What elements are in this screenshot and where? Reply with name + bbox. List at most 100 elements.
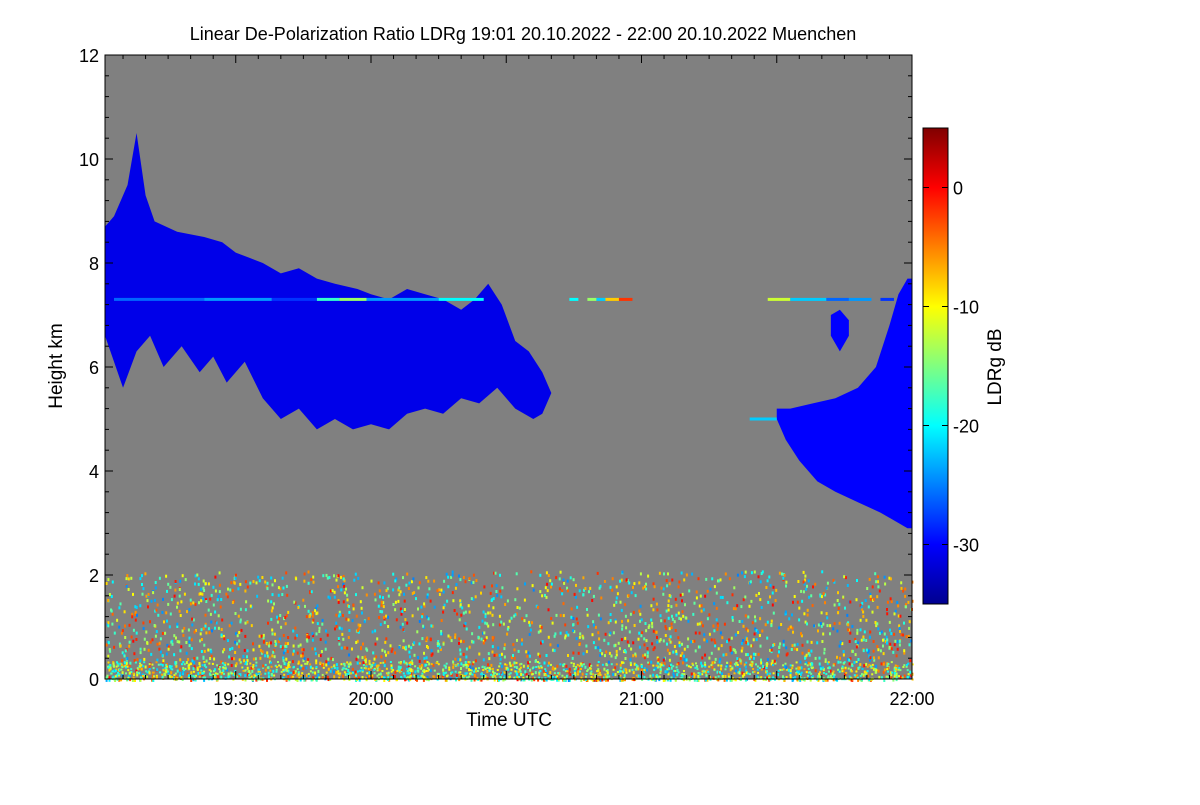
bl-speck [717,664,720,667]
bl-speck [121,666,124,668]
bl-speck [553,649,556,653]
bl-speck [733,672,736,675]
bl-speck [513,614,516,618]
bl-speck [629,612,632,616]
bl-speck [827,676,830,679]
bl-speck [886,668,889,671]
bl-speck [452,599,455,603]
bl-speck [318,654,321,658]
bl-speck [614,620,617,624]
bl-speck [284,662,287,666]
bl-speck [492,671,495,673]
bl-speck [379,662,382,664]
bl-speck [384,650,386,654]
bl-speck [297,662,300,665]
bl-speck [255,581,258,585]
bl-speck [426,669,429,672]
bl-speck [406,621,409,625]
bl-speck [765,678,768,681]
bl-speck [669,678,672,682]
bl-speck [239,582,242,586]
bl-speck [253,676,255,679]
bl-speck [421,674,424,678]
bl-speck [838,644,841,648]
bl-speck [311,614,314,618]
bl-speck [645,582,647,586]
bl-speck [575,617,578,621]
bl-speck [808,595,811,599]
bl-speck [417,675,420,678]
bl-speck [213,668,216,672]
bl-speck [619,674,622,677]
bl-speck [191,617,194,621]
bl-speck [609,613,612,616]
bl-speck [403,592,405,596]
bl-speck [637,637,640,641]
bl-speck [785,666,788,670]
bl-speck [644,622,647,625]
bl-speck [731,593,734,597]
bl-speck [325,660,328,664]
bl-speck [487,611,490,615]
bl-speck [303,678,306,682]
bl-speck [437,663,440,666]
bl-speck [258,668,261,671]
bl-speck [828,666,831,669]
bl-speck [719,578,722,582]
bl-speck [501,586,504,590]
bl-speck [222,634,225,638]
bl-speck [907,673,910,676]
bl-speck [515,612,518,616]
bl-speck [652,678,654,681]
bl-speck [893,643,896,647]
bl-speck [420,605,423,609]
bl-speck [176,669,179,673]
bl-speck [305,666,308,670]
bl-speck [328,576,331,579]
bl-speck [303,572,306,576]
bl-speck [325,663,328,667]
bl-speck [299,678,302,682]
bl-speck [327,595,330,599]
bl-speck [292,629,295,633]
bl-speck [459,673,462,676]
bl-speck [636,665,639,669]
bl-speck [884,640,887,643]
bl-speck [268,641,271,645]
bl-speck [478,667,480,670]
bl-speck [251,678,254,681]
bl-speck [641,678,644,681]
bl-speck [510,616,513,620]
bl-speck [472,573,475,577]
bl-speck [847,658,849,661]
bl-speck [342,667,345,670]
bl-speck [259,673,262,676]
bl-speck [704,653,706,657]
bl-speck [451,591,454,595]
bl-speck [203,589,206,592]
bl-speck [751,661,754,663]
bl-speck [463,664,466,666]
bl-speck [524,670,527,674]
bl-speck [515,572,518,576]
bl-speck [275,668,278,671]
bl-speck [671,614,673,618]
bl-speck [699,594,702,598]
bl-speck [308,615,311,619]
bl-speck [798,606,801,610]
bl-speck [167,582,170,586]
bl-speck [270,661,272,664]
bl-speck [893,675,896,678]
bl-speck [761,661,764,665]
bl-speck [713,638,716,642]
bl-speck [311,678,314,682]
bl-speck [547,635,550,639]
bl-speck [182,661,185,664]
bl-speck [170,665,173,668]
bl-speck [870,597,872,601]
bl-speck [900,586,903,590]
bl-speck [734,607,737,611]
layer-streak [880,297,894,301]
bl-speck [458,671,461,674]
bl-speck [379,595,381,599]
